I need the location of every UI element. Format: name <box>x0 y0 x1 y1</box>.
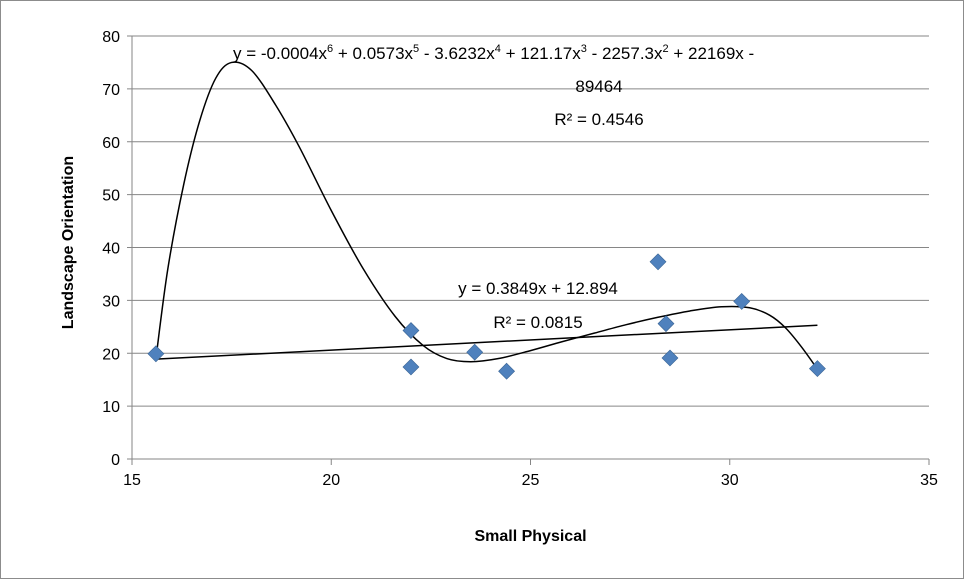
y-tick-label: 60 <box>102 135 120 152</box>
data-point-1 <box>147 345 165 363</box>
y-tick-label: 40 <box>102 241 120 258</box>
x-tick-label: 20 <box>322 472 340 489</box>
x-axis-title: Small Physical <box>474 528 586 545</box>
x-tick-label: 25 <box>522 472 540 489</box>
axes <box>127 35 930 465</box>
data-point-7 <box>657 315 675 333</box>
data-point-9 <box>733 293 751 310</box>
data-point-3 <box>402 358 420 376</box>
y-tick-label: 70 <box>102 82 120 99</box>
polynomial-equation-line2: 89464 <box>575 77 622 96</box>
data-point-8 <box>661 349 679 367</box>
y-tick-label: 80 <box>102 29 120 46</box>
y-tick-label: 0 <box>111 452 120 469</box>
labels: 0 10 20 30 40 50 60 70 80 15 20 25 30 35 Small Physica… <box>60 29 938 545</box>
y-axis-title: Landscape Orientation <box>60 156 77 329</box>
polynomial-r-squared: R² = 0.4546 <box>554 110 643 129</box>
x-tick-label: 35 <box>920 472 938 489</box>
data-point-5 <box>498 362 516 380</box>
polynomial-trendline <box>155 61 819 370</box>
linear-r-squared: R² = 0.0815 <box>493 313 582 332</box>
data-points <box>147 253 826 380</box>
linear-trendline <box>155 324 818 360</box>
data-point-2 <box>402 322 420 339</box>
data-point-4 <box>466 343 484 361</box>
y-tick-label: 20 <box>102 346 120 363</box>
data-point-6 <box>649 253 667 271</box>
trendlines <box>155 61 819 370</box>
y-tick-label: 50 <box>102 188 120 205</box>
y-tick-label: 30 <box>102 293 120 310</box>
linear-equation: y = 0.3849x + 12.894 <box>458 279 618 298</box>
x-tick-label: 30 <box>721 472 739 489</box>
data-point-10 <box>808 360 826 378</box>
polynomial-equation: y = -0.0004x6 + 0.0573x5 - 3.6232x4 + 12… <box>233 43 754 63</box>
y-tick-label: 10 <box>102 399 120 416</box>
x-tick-label: 15 <box>123 472 141 489</box>
